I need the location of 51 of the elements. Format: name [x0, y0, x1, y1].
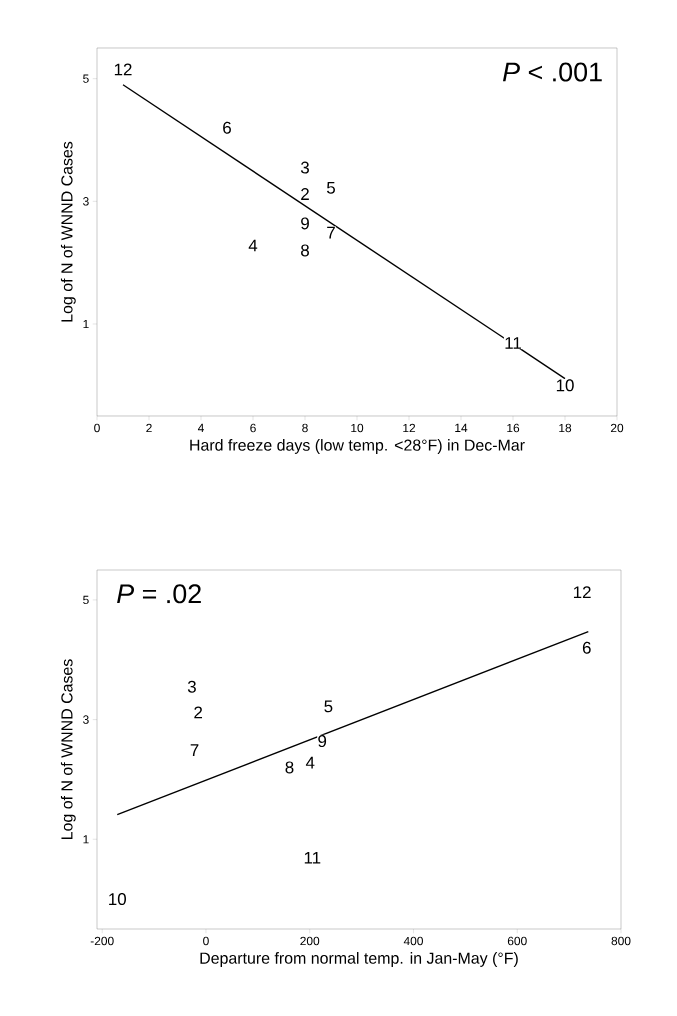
y-tick-label: 5 [83, 595, 89, 605]
y-tick-label: 5 [83, 74, 89, 83]
y-axis-title: Log of N of WNND Cases [60, 141, 76, 322]
annotation: 4 [305, 756, 315, 769]
x-tick-label: 18 [559, 423, 572, 433]
annotation: P < .001 [502, 62, 602, 82]
y-tick-label: 1 [83, 319, 89, 329]
y-tick-label: 3 [83, 715, 89, 724]
x-tick-label: 400 [403, 936, 423, 946]
annotation: 2 [194, 706, 203, 719]
annotation: 5 [326, 181, 335, 194]
x-tick-label: 200 [300, 936, 320, 946]
x-tick-label: 10 [351, 423, 364, 433]
annotation: 11 [505, 337, 521, 349]
x-tick-label: 8 [302, 423, 308, 433]
x-axis-title: Departure from normal temp. in Jan-May (°F) [200, 952, 518, 967]
x-tick-label: 0 [94, 423, 100, 433]
x-axis-title: Hard freeze days (low temp. <28°F) in Dec-Mar [190, 439, 525, 454]
annotation: 11 [304, 851, 321, 864]
x-tick-label: 0 [203, 936, 209, 946]
y-tick-label: 1 [83, 835, 89, 844]
annotation: 8 [301, 244, 309, 257]
annotation: 2 [301, 188, 309, 200]
annotation: 12 [114, 63, 132, 76]
annotation: 10 [556, 379, 574, 392]
annotation: 9 [318, 735, 327, 748]
x-tick-label: 20 [610, 423, 624, 433]
annotation: 12 [573, 586, 591, 599]
y-axis-title: Log of N of WNND Cases [60, 659, 76, 839]
x-tick-label: 16 [507, 423, 520, 433]
x-tick-label: -200 [90, 936, 114, 946]
x-tick-label: 14 [455, 423, 468, 432]
x-tick-label: 4 [197, 423, 204, 432]
annotation: 6 [582, 641, 591, 654]
y-tick-label: 3 [83, 197, 89, 206]
annotation: 7 [190, 744, 199, 756]
annotation: 9 [301, 217, 309, 230]
x-tick-label: 800 [611, 936, 631, 946]
annotation: 4 [248, 239, 258, 252]
x-tick-label: 6 [250, 423, 256, 433]
x-tick-label: 2 [146, 423, 152, 433]
annotation: 10 [109, 893, 126, 906]
annotation: 8 [285, 761, 294, 774]
annotation: P = .02 [117, 584, 201, 604]
annotation: 3 [187, 680, 196, 693]
annotation: 5 [324, 700, 333, 713]
annotation: 6 [223, 121, 231, 134]
annotation: 7 [327, 226, 335, 239]
x-tick-label: 600 [507, 936, 527, 946]
x-tick-label: 12 [403, 423, 416, 433]
annotation: 3 [300, 161, 309, 174]
